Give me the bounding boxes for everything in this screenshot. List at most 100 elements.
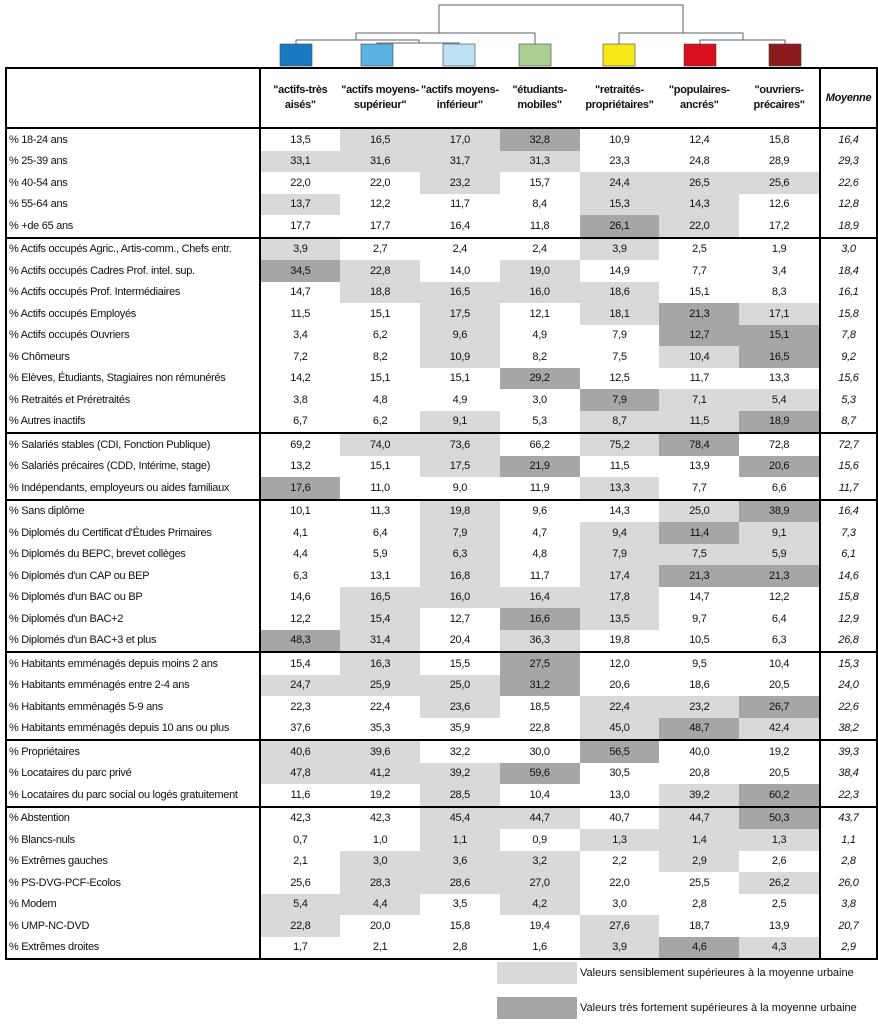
value-cell: 21,3 <box>739 565 821 587</box>
table-row: % Diplomés d'un CAP ou BEP 6,3 13,1 16,8 11,… <box>5 565 878 587</box>
mean-cell: 1,1 <box>819 829 878 851</box>
value-cell: 27,6 <box>579 915 660 937</box>
value-cell: 11,8 <box>529 219 550 232</box>
value-cell: 2,9 <box>659 850 740 872</box>
row-label: % Autres inactifs <box>5 410 261 433</box>
value-cell: 1,7 <box>259 936 341 960</box>
mean-cell: 15,6 <box>819 455 878 477</box>
row-label: % PS-DVG-PCF-Ecolos <box>5 872 261 894</box>
value-cell: 22,0 <box>290 176 311 189</box>
value-cell: 10,4 <box>659 346 740 368</box>
value-cell: 7,9 <box>612 329 627 342</box>
mean-cell: 39,3 <box>819 739 878 763</box>
value-cell: 5,3 <box>532 415 547 428</box>
value-cell: 40,7 <box>579 805 660 829</box>
value-cell: 6,3 <box>293 569 308 582</box>
row-label: % Diplomés du Certificat d'Études Primai… <box>5 522 261 544</box>
value-cell: 23,2 <box>659 696 740 718</box>
value-cell: 56,5 <box>579 739 660 763</box>
value-cell: 4,2 <box>499 893 580 915</box>
value-cell: 9,1 <box>419 410 500 433</box>
value-cell: 25,6 <box>290 876 311 889</box>
table-row: % Actifs occupés Cadres Prof. intel. sup… <box>5 260 878 282</box>
value-cell: 2,7 <box>340 236 420 260</box>
mean-cell: 12,9 <box>819 608 878 630</box>
legend-light-swatch <box>497 962 577 984</box>
value-cell: 19,8 <box>419 498 500 522</box>
cluster-color-swatch <box>442 43 476 67</box>
table-row: % +de 65 ans 17,7 17,7 16,4 11,8 26,1 22,0 17,2… <box>5 215 878 238</box>
value-cell: 1,4 <box>659 829 740 851</box>
mean-cell: 22,6 <box>819 172 878 194</box>
value-cell: 12,4 <box>689 133 710 146</box>
value-cell: 18,6 <box>689 679 710 692</box>
value-cell: 26,1 <box>579 215 660 238</box>
value-cell: 5,9 <box>372 548 388 561</box>
value-cell: 1,3 <box>739 829 821 851</box>
row-label: % Habitants emménagés entre 2-4 ans <box>5 674 261 696</box>
mean-cell: 7,3 <box>819 522 878 544</box>
table-row: % Actifs occupés Ouvriers 3,4 6,2 9,6 4,9 7,9… <box>5 324 878 346</box>
table-row: % 55-64 ans 13,7 12,2 11,7 8,4 15,3 14,3 12,6 12… <box>5 193 878 215</box>
value-cell: 31,6 <box>340 150 420 172</box>
value-cell: 32,8 <box>499 128 580 151</box>
value-cell: 4,8 <box>372 393 388 406</box>
value-cell: 16,6 <box>499 608 580 630</box>
value-cell: 75,2 <box>579 432 660 456</box>
table-row: % Abstention 42,3 42,3 45,4 44,7 40,7 44,7 50,3… <box>5 805 878 829</box>
value-cell: 16,0 <box>499 281 580 303</box>
value-cell: 2,5 <box>771 898 787 911</box>
row-label: % 40-54 ans <box>5 172 261 194</box>
value-cell: 4,8 <box>532 548 547 561</box>
value-cell: 4,7 <box>532 526 547 539</box>
value-cell: 10,1 <box>259 498 341 522</box>
value-cell: 28,9 <box>769 155 790 168</box>
row-label: % 18-24 ans <box>5 128 261 151</box>
value-cell: 30,5 <box>609 767 630 780</box>
value-cell: 6,6 <box>771 481 787 494</box>
value-cell: 11,7 <box>450 198 470 211</box>
value-cell: 22,0 <box>659 215 740 238</box>
row-label: % Chômeurs <box>5 346 261 368</box>
column-header-mean: Moyenne <box>819 67 878 129</box>
mean-cell: 72,7 <box>819 432 878 456</box>
mean-cell: 16,1 <box>819 281 878 303</box>
value-cell: 10,9 <box>419 346 500 368</box>
mean-cell: 8,7 <box>819 410 878 433</box>
value-cell: 40,0 <box>659 739 740 763</box>
value-cell: 15,8 <box>769 133 790 146</box>
value-cell: 16,4 <box>499 586 580 608</box>
value-cell: 23,2 <box>419 172 500 194</box>
value-cell: 16,4 <box>449 219 471 232</box>
row-label: % Blancs-nuls <box>5 829 261 851</box>
value-cell: 1,6 <box>499 936 580 960</box>
value-cell: 22,3 <box>290 700 311 713</box>
mean-cell: 38,2 <box>819 717 878 740</box>
row-label: % Diplomés d'un CAP ou BEP <box>5 565 261 587</box>
mean-cell: 14,6 <box>819 565 878 587</box>
value-cell: 72,8 <box>739 432 821 456</box>
value-cell: 15,4 <box>340 608 420 630</box>
value-cell: 4,9 <box>532 329 547 342</box>
column-header: "actifs moyens-inférieur" <box>419 67 500 129</box>
value-cell: 14,9 <box>609 264 630 277</box>
value-cell: 12,7 <box>449 612 471 625</box>
row-label: % Extrêmes gauches <box>5 850 261 872</box>
value-cell: 11,7 <box>689 372 710 385</box>
value-cell: 2,4 <box>499 236 580 260</box>
value-cell: 48,7 <box>659 717 740 740</box>
value-cell: 66,2 <box>499 432 580 456</box>
value-cell: 24,7 <box>259 674 341 696</box>
table-row: % Modem 5,4 4,4 3,5 4,2 3,0 2,8 2,5 3,8 <box>5 893 878 915</box>
value-cell: 40,6 <box>259 739 341 763</box>
value-cell: 16,8 <box>419 565 500 587</box>
value-cell: 27,0 <box>499 872 580 894</box>
value-cell: 59,6 <box>499 762 580 784</box>
value-cell: 24,8 <box>689 155 710 168</box>
value-cell: 15,5 <box>419 651 500 675</box>
value-cell: 17,5 <box>419 455 500 477</box>
value-cell: 3,2 <box>499 850 580 872</box>
value-cell: 41,2 <box>340 762 420 784</box>
value-cell: 14,3 <box>579 498 660 522</box>
value-cell: 17,6 <box>259 477 341 500</box>
